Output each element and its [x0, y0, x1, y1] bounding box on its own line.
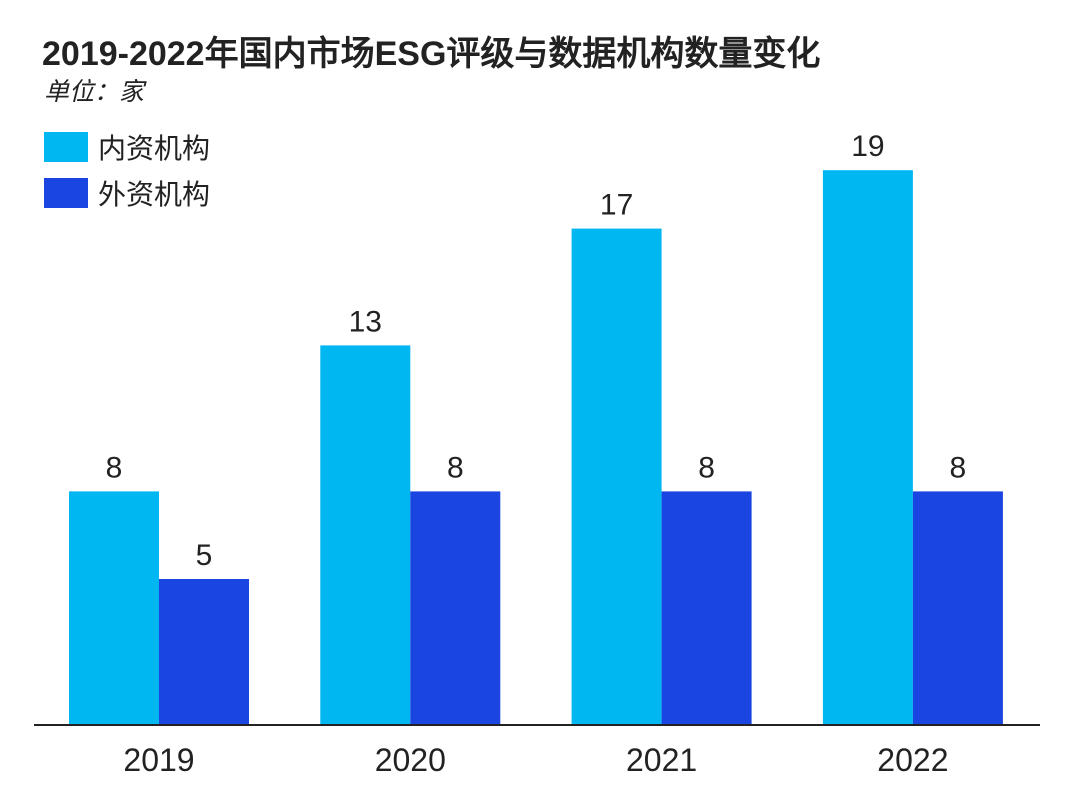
data-label-foreign-2022: 8: [950, 451, 967, 484]
x-tick-label-2021: 2021: [626, 742, 697, 778]
data-label-foreign-2019: 5: [196, 539, 213, 572]
bar-domestic-2022: [822, 170, 913, 725]
data-label-foreign-2021: 8: [698, 451, 715, 484]
x-tick-label-2019: 2019: [123, 742, 194, 778]
bar-foreign-2020: [410, 491, 501, 725]
data-label-domestic-2021: 17: [600, 189, 633, 222]
bar-domestic-2020: [320, 345, 411, 725]
bar-domestic-2019: [69, 491, 159, 725]
bar-foreign-2019: [159, 579, 249, 725]
unit-label: 单位：家: [44, 78, 145, 106]
chart-title: 2019-2022年国内市场ESG评级与数据机构数量变化: [42, 35, 821, 73]
legend-item-domestic: 内资机构: [44, 124, 210, 170]
x-tick-label-2022: 2022: [877, 742, 948, 778]
legend-label-domestic: 内资机构: [98, 133, 211, 164]
legend-swatch-foreign: [44, 178, 88, 208]
bar-domestic-2021: [571, 228, 662, 725]
data-label-domestic-2020: 13: [349, 305, 382, 338]
data-label-foreign-2020: 8: [447, 451, 464, 484]
x-tick-label-2020: 2020: [375, 742, 446, 778]
data-label-domestic-2022: 19: [851, 130, 884, 163]
bar-foreign-2022: [912, 491, 1003, 725]
legend-item-foreign: 外资机构: [44, 170, 210, 216]
data-label-domestic-2019: 8: [106, 451, 123, 484]
legend-label-foreign: 外资机构: [98, 179, 211, 210]
bar-foreign-2021: [661, 491, 752, 725]
legend: 内资机构 外资机构: [44, 124, 210, 216]
legend-swatch-domestic: [44, 132, 88, 162]
